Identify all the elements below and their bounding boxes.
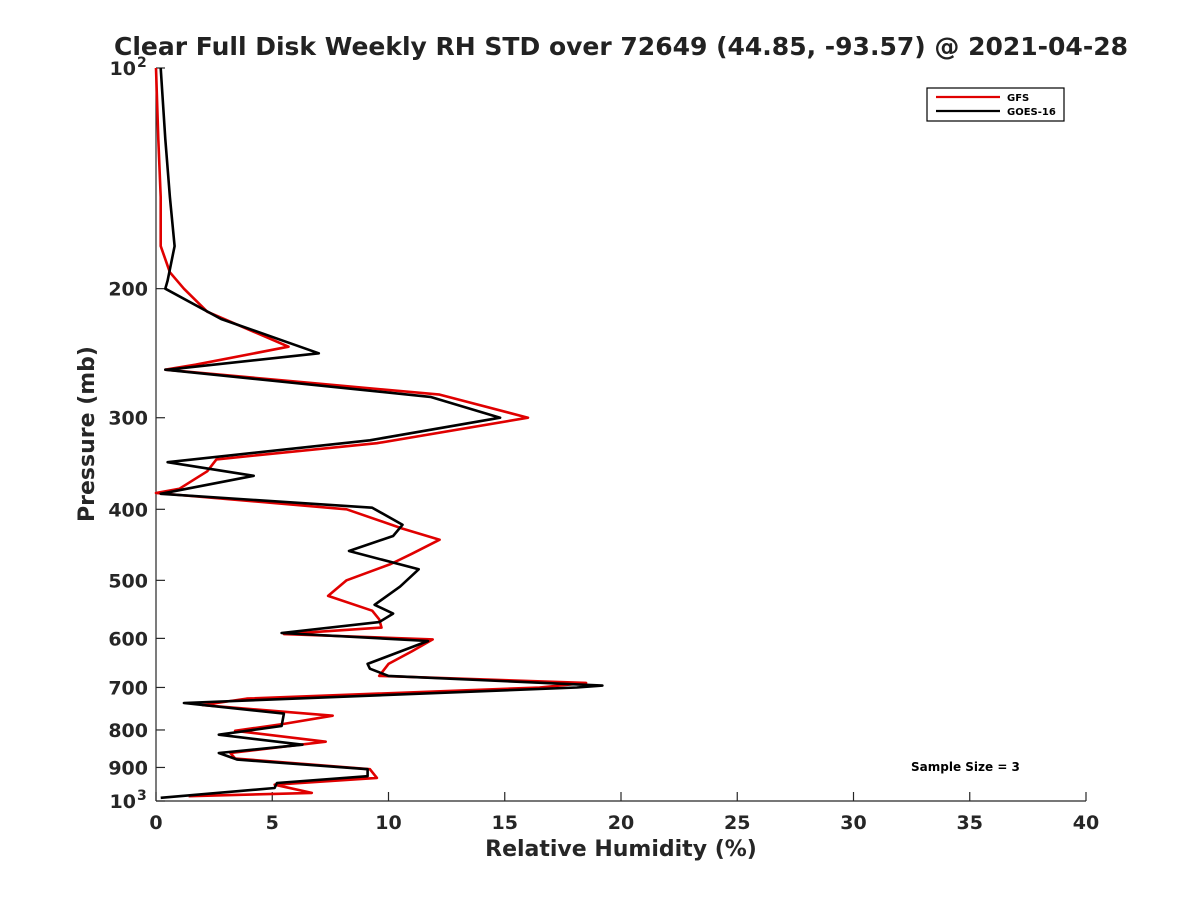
y-tick-label-5: 600	[108, 628, 148, 650]
y-tick-label-9: 10	[110, 791, 136, 813]
y-tick-exponent-0: 2	[137, 55, 147, 71]
legend-label-gfs: GFS	[1007, 93, 1029, 104]
y-tick-label-7: 800	[108, 720, 148, 742]
y-tick-label-6: 700	[108, 677, 148, 699]
x-tick-label-1: 5	[266, 812, 279, 834]
x-tick-label-0: 0	[149, 812, 162, 834]
y-axis-label: Pressure (mb)	[75, 346, 100, 522]
x-tick-label-7: 35	[957, 812, 983, 834]
y-tick-label-3: 400	[108, 499, 148, 521]
x-tick-label-3: 15	[492, 812, 518, 834]
y-tick-label-2: 300	[108, 408, 148, 430]
legend: GFS GOES-16	[926, 87, 1065, 122]
x-tick-label-4: 20	[608, 812, 634, 834]
x-tick-label-6: 30	[840, 812, 866, 834]
series-line-gfs	[154, 67, 588, 798]
x-tick-label-2: 10	[375, 812, 401, 834]
legend-box	[926, 87, 1065, 122]
series-lines	[154, 67, 604, 800]
y-tick-label-8: 900	[108, 757, 148, 779]
sample-size-annotation: Sample Size = 3	[911, 760, 1020, 774]
y-tick-exponent-9: 3	[137, 788, 147, 804]
legend-label-goes16: GOES-16	[1007, 107, 1056, 118]
x-axis-label: Relative Humidity (%)	[485, 837, 757, 862]
plot-area: 0 5 10 15 20 25 30 35 40 10 220030040050060070080…	[108, 55, 1099, 834]
series-line-goes16	[159, 67, 604, 800]
plot-background	[156, 68, 1086, 801]
x-tick-label-8: 40	[1073, 812, 1099, 834]
x-tick-label-5: 25	[724, 812, 750, 834]
x-ticks: 0 5 10 15 20 25 30 35 40	[149, 792, 1099, 834]
y-tick-label-4: 500	[108, 570, 148, 592]
y-tick-label-1: 200	[108, 279, 148, 301]
y-tick-label-0: 10	[110, 58, 136, 80]
chart-title: Clear Full Disk Weekly RH STD over 72649…	[114, 32, 1128, 61]
